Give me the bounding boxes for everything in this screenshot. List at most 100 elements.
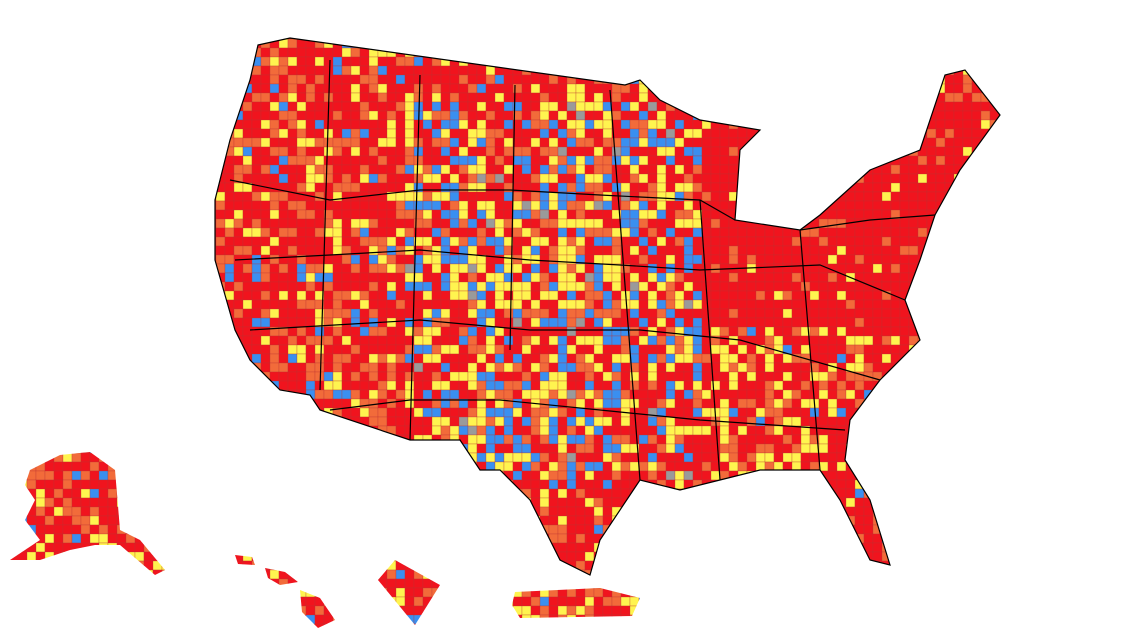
county xyxy=(602,398,613,409)
county xyxy=(638,200,649,211)
county xyxy=(431,191,442,202)
county xyxy=(818,272,829,283)
county xyxy=(35,344,46,355)
county xyxy=(476,74,487,85)
county xyxy=(926,47,937,58)
county xyxy=(278,335,289,346)
county xyxy=(575,407,586,418)
county xyxy=(197,92,208,103)
county xyxy=(485,416,496,427)
county xyxy=(287,416,298,427)
county xyxy=(368,38,379,40)
county xyxy=(971,56,982,67)
county xyxy=(854,164,865,175)
county xyxy=(935,407,946,418)
county xyxy=(206,299,217,310)
county xyxy=(143,83,154,94)
county xyxy=(755,83,766,94)
county xyxy=(440,227,451,238)
county xyxy=(368,362,379,373)
county xyxy=(845,398,856,409)
county xyxy=(989,47,1000,58)
county xyxy=(755,407,766,418)
county xyxy=(737,128,748,139)
county xyxy=(242,236,253,247)
county xyxy=(89,47,100,58)
county xyxy=(737,227,748,238)
county xyxy=(10,227,19,238)
county xyxy=(395,281,406,292)
county xyxy=(494,38,505,49)
county xyxy=(611,335,622,346)
county xyxy=(683,371,694,382)
county xyxy=(836,407,847,418)
county xyxy=(26,155,37,166)
county xyxy=(242,137,253,148)
county xyxy=(593,83,604,94)
county xyxy=(755,227,766,238)
county xyxy=(548,362,559,373)
county xyxy=(845,146,856,157)
county xyxy=(368,416,379,427)
county xyxy=(161,155,172,166)
county xyxy=(107,218,118,229)
county xyxy=(0,102,9,111)
county xyxy=(494,263,505,274)
county xyxy=(377,344,388,355)
county xyxy=(782,407,793,418)
county xyxy=(431,299,442,310)
county xyxy=(647,236,658,247)
county xyxy=(917,389,928,400)
county xyxy=(296,101,307,112)
county xyxy=(998,236,1000,247)
county xyxy=(737,254,748,265)
county xyxy=(449,74,460,85)
county xyxy=(755,371,766,382)
county xyxy=(386,92,397,103)
county xyxy=(746,110,757,121)
county xyxy=(161,236,172,247)
county xyxy=(134,308,145,319)
county xyxy=(26,344,37,355)
county xyxy=(557,317,568,328)
county xyxy=(1008,372,1017,381)
county xyxy=(251,416,262,427)
county xyxy=(242,227,253,238)
county xyxy=(260,263,271,274)
county xyxy=(98,164,109,175)
county xyxy=(368,299,379,310)
county xyxy=(71,65,82,76)
county xyxy=(476,272,487,283)
county xyxy=(197,389,208,400)
county xyxy=(440,272,451,283)
county xyxy=(971,389,982,400)
county xyxy=(125,128,136,139)
county xyxy=(845,164,856,175)
county xyxy=(485,191,496,202)
county xyxy=(809,191,820,202)
county xyxy=(926,290,937,301)
county xyxy=(134,299,145,310)
county xyxy=(764,389,775,400)
county xyxy=(908,92,919,103)
county xyxy=(971,380,982,391)
county xyxy=(314,110,325,121)
county xyxy=(467,155,478,166)
county xyxy=(332,83,343,94)
county xyxy=(80,353,91,364)
county xyxy=(656,371,667,382)
county xyxy=(953,317,964,328)
county xyxy=(575,353,586,364)
county xyxy=(530,137,541,148)
county xyxy=(683,389,694,400)
county xyxy=(323,281,334,292)
county xyxy=(791,254,802,265)
county xyxy=(377,272,388,283)
county xyxy=(503,128,514,139)
county xyxy=(314,56,325,67)
county xyxy=(125,209,136,220)
county xyxy=(530,218,541,229)
county xyxy=(206,335,217,346)
county xyxy=(188,65,199,76)
county xyxy=(791,47,802,58)
